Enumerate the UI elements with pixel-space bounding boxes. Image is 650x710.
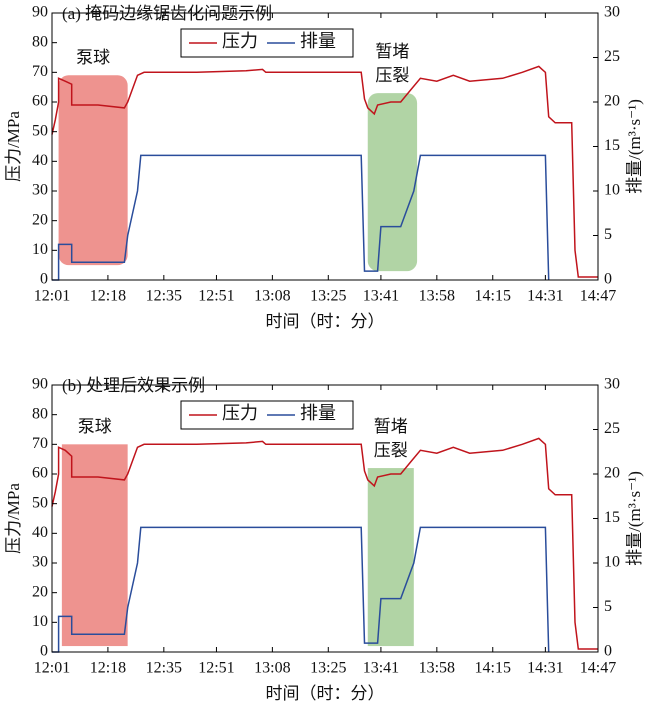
legend-label: 排量 <box>300 403 336 423</box>
y2-tick-label: 20 <box>604 93 620 110</box>
x-tick-label: 13:25 <box>310 660 346 677</box>
x-tick-label: 14:31 <box>527 660 563 677</box>
x-tick-label: 12:01 <box>34 288 70 305</box>
x-tick-label: 14:47 <box>580 288 616 305</box>
chart-title: (b) 处理后效果示例 <box>62 376 205 395</box>
x-tick-label: 13:08 <box>254 660 290 677</box>
y-tick-label: 80 <box>32 33 48 50</box>
region-label: 泵球 <box>76 48 110 67</box>
highlight-region <box>367 468 414 647</box>
y-tick-label: 10 <box>32 241 48 258</box>
y-tick-label: 10 <box>32 613 48 630</box>
highlight-region <box>367 93 418 272</box>
x-tick-label: 14:15 <box>475 288 511 305</box>
highlight-region <box>58 75 128 266</box>
x-tick-label: 14:47 <box>580 660 616 677</box>
y-tick-label: 0 <box>40 643 48 660</box>
series-line <box>51 437 598 650</box>
x-tick-label: 14:15 <box>475 660 511 677</box>
region-label: 压裂 <box>374 441 408 460</box>
y2-tick-label: 15 <box>604 509 620 526</box>
x-tick-label: 12:51 <box>198 660 234 677</box>
x-tick-label: 13:58 <box>419 288 455 305</box>
x-tick-label: 12:35 <box>146 288 182 305</box>
y-tick-label: 20 <box>32 583 48 600</box>
x-tick-label: 12:18 <box>90 660 126 677</box>
y-tick-label: 60 <box>32 465 48 482</box>
region-label: 压裂 <box>375 66 409 85</box>
y-tick-label: 80 <box>32 405 48 422</box>
y-tick-label: 70 <box>32 63 48 80</box>
x-tick-label: 13:41 <box>363 660 399 677</box>
x-tick-label: 13:25 <box>310 288 346 305</box>
y-tick-label: 20 <box>32 211 48 228</box>
y2-tick-label: 0 <box>604 271 612 288</box>
y2-tick-label: 5 <box>604 598 612 615</box>
y-tick-label: 50 <box>32 494 48 511</box>
y2-tick-label: 15 <box>604 137 620 154</box>
x-axis-title: 时间（时：分） <box>266 684 385 703</box>
x-tick-label: 14:31 <box>527 288 563 305</box>
y2-tick-label: 20 <box>604 465 620 482</box>
region-label: 暂堵 <box>375 42 409 61</box>
y-tick-label: 50 <box>32 122 48 139</box>
y-tick-label: 30 <box>32 182 48 199</box>
x-axis-title: 时间（时：分） <box>266 312 385 331</box>
y-tick-label: 40 <box>32 524 48 541</box>
y-axis-title: 压力/MPa <box>4 483 23 554</box>
y-tick-label: 40 <box>32 152 48 169</box>
y2-tick-label: 30 <box>604 4 620 21</box>
y2-tick-label: 25 <box>604 48 620 65</box>
y2-tick-label: 10 <box>604 554 620 571</box>
x-tick-label: 12:35 <box>146 660 182 677</box>
x-tick-label: 13:08 <box>254 288 290 305</box>
x-tick-label: 12:18 <box>90 288 126 305</box>
legend-label: 压力 <box>222 403 258 423</box>
y2-tick-label: 30 <box>604 376 620 393</box>
y2-tick-label: 25 <box>604 420 620 437</box>
y2-tick-label: 10 <box>604 182 620 199</box>
legend-label: 压力 <box>222 31 258 51</box>
series-line <box>52 526 550 653</box>
region-label: 暂堵 <box>374 417 408 436</box>
y-tick-label: 0 <box>40 271 48 288</box>
x-tick-label: 13:41 <box>363 288 399 305</box>
y-tick-label: 60 <box>32 93 48 110</box>
y-tick-label: 90 <box>32 376 48 393</box>
y2-axis-title: 排量/(m³·s⁻¹) <box>625 471 644 566</box>
y-tick-label: 70 <box>32 435 48 452</box>
y-axis-title: 压力/MPa <box>4 111 23 182</box>
highlight-region <box>61 444 128 647</box>
y-tick-label: 30 <box>32 554 48 571</box>
y2-tick-label: 0 <box>604 643 612 660</box>
y-tick-label: 90 <box>32 4 48 21</box>
region-label: 泵球 <box>78 417 112 436</box>
x-tick-label: 12:01 <box>34 660 70 677</box>
y2-tick-label: 5 <box>604 226 612 243</box>
chart-title: (a) 掩码边缘锯齿化问题示例 <box>62 4 272 23</box>
y2-axis-title: 排量/(m³·s⁻¹) <box>625 99 644 194</box>
series-line <box>51 65 598 278</box>
x-tick-label: 13:58 <box>419 660 455 677</box>
x-tick-label: 12:51 <box>198 288 234 305</box>
legend-label: 排量 <box>300 31 336 51</box>
series-line <box>52 154 550 281</box>
